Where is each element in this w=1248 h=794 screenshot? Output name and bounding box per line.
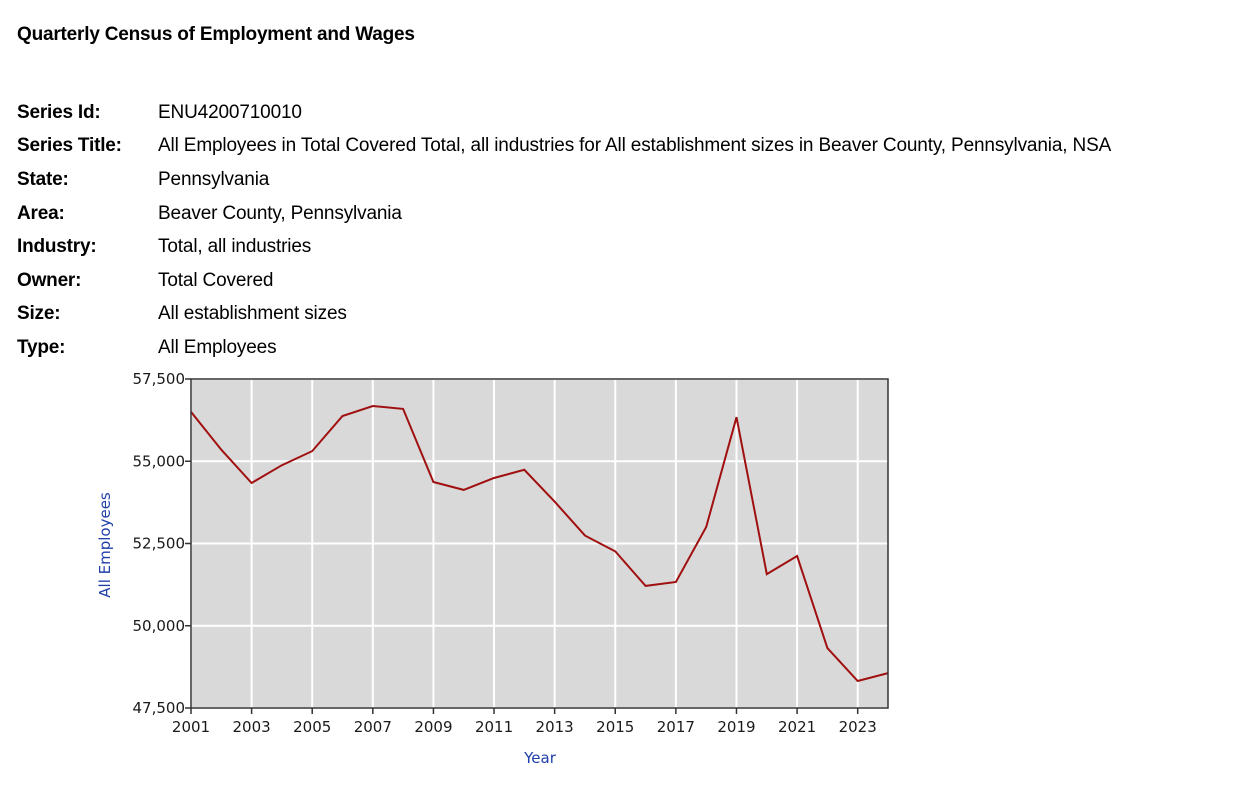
gridlines — [190, 378, 888, 709]
y-tick-label: 55,000 — [133, 452, 186, 470]
meta-label: Industry: — [17, 236, 97, 258]
meta-row-industry: Industry: Total, all industries — [17, 230, 1111, 264]
meta-label: Series Title: — [17, 135, 122, 157]
y-tick-label: 50,000 — [133, 617, 186, 635]
x-tick-label: 2003 — [233, 718, 271, 736]
x-tick-label: 2023 — [839, 718, 877, 736]
meta-label: State: — [17, 168, 69, 190]
page-title: Quarterly Census of Employment and Wages — [17, 24, 415, 45]
meta-value: All Employees — [158, 336, 277, 358]
meta-row-type: Type: All Employees — [17, 331, 1111, 365]
y-tick-label: 52,500 — [133, 535, 186, 553]
meta-row-owner: Owner: Total Covered — [17, 264, 1111, 298]
meta-value: ENU4200710010 — [158, 101, 302, 123]
x-tick-label: 2001 — [172, 718, 210, 736]
x-axis-title: Year — [523, 749, 557, 767]
x-tick-label: 2021 — [778, 718, 816, 736]
series-metadata: Series Id: ENU4200710010 Series Title: A… — [17, 96, 1111, 365]
y-tick-label: 47,500 — [133, 699, 186, 717]
x-axis: 2001 2003 2005 2007 2009 2011 2013 2015 2017 2019… — [172, 708, 877, 736]
meta-value: All establishment sizes — [158, 303, 347, 325]
x-tick-label: 2013 — [536, 718, 574, 736]
meta-row-state: State: Pennsylvania — [17, 163, 1111, 197]
x-tick-label: 2007 — [354, 718, 392, 736]
x-tick-label: 2019 — [717, 718, 755, 736]
meta-label: Area: — [17, 202, 65, 224]
x-tick-label: 2005 — [293, 718, 331, 736]
meta-row-series-title: Series Title: All Employees in Total Cov… — [17, 130, 1111, 164]
data-line — [190, 404, 889, 683]
meta-label: Series Id: — [17, 101, 101, 123]
meta-value: Beaver County, Pennsylvania — [158, 202, 402, 224]
meta-value: Total Covered — [158, 269, 274, 291]
x-tick-label: 2017 — [657, 718, 695, 736]
meta-value: All Employees in Total Covered Total, al… — [158, 135, 1112, 157]
meta-row-area: Area: Beaver County, Pennsylvania — [17, 197, 1111, 231]
meta-label: Size: — [17, 303, 61, 325]
meta-row-size: Size: All establishment sizes — [17, 298, 1111, 332]
x-tick-label: 2009 — [414, 718, 452, 736]
meta-value: Total, all industries — [158, 236, 312, 258]
meta-row-series-id: Series Id: ENU4200710010 — [17, 96, 1111, 130]
x-tick-label: 2015 — [596, 718, 634, 736]
y-axis: 47,500 50,000 52,500 55,000 57,500 — [133, 370, 191, 717]
meta-label: Owner: — [17, 269, 82, 291]
y-axis-title: All Employees — [96, 492, 114, 598]
meta-label: Type: — [17, 336, 66, 358]
x-tick-label: 2011 — [475, 718, 513, 736]
y-tick-label: 57,500 — [133, 370, 186, 388]
meta-value: Pennsylvania — [158, 168, 270, 190]
